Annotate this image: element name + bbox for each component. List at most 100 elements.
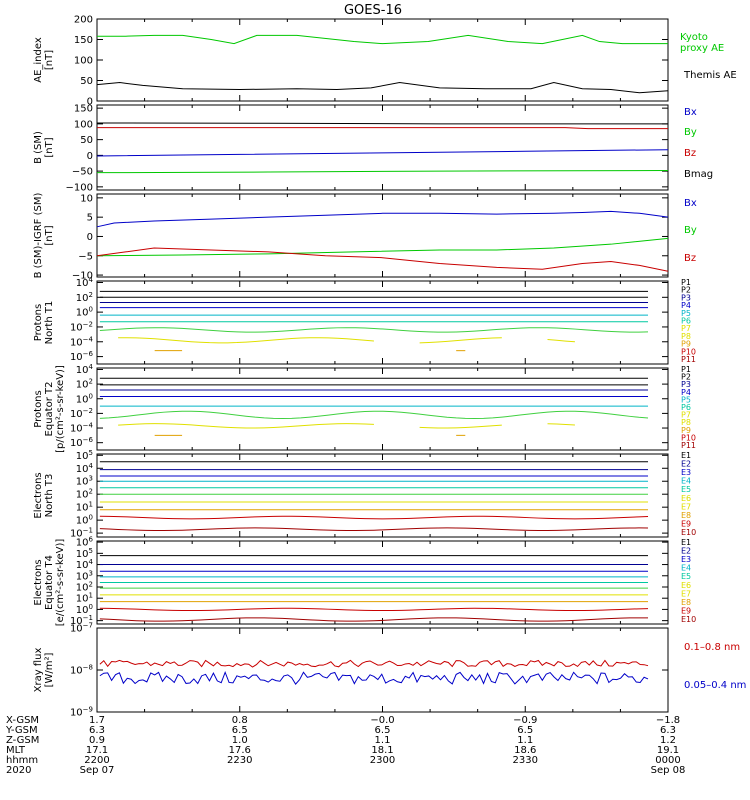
legend-label: P7 <box>681 324 691 333</box>
legend-label: E6 <box>681 494 691 503</box>
ephemeris-value: 2200 <box>84 755 109 766</box>
y-tick-label: 10 <box>80 193 93 204</box>
y-axis-label: Electrons <box>33 559 44 605</box>
y-tick-label: 102 <box>76 488 93 501</box>
ephemeris-value: 19.1 <box>657 745 679 756</box>
ephemeris-value: 6.5 <box>232 725 248 736</box>
ephemeris-value: 1.0 <box>232 735 248 746</box>
legend-label: By <box>684 127 697 138</box>
ephemeris-row-label: Y-GSM <box>5 725 38 736</box>
ephemeris-row-label: X-GSM <box>6 715 39 726</box>
legend-label: E9 <box>681 519 691 528</box>
ephemeris-value: −0.0 <box>370 715 394 726</box>
y-axis-label: Protons <box>33 304 44 341</box>
legend-label: P9 <box>681 340 691 349</box>
y-axis-label: [p/(cm²-s-sr-keV)] <box>55 365 66 453</box>
panel-frame <box>96 453 669 538</box>
ephemeris-value: 17.1 <box>86 745 108 756</box>
y-tick-label: 150 <box>74 35 93 46</box>
ephemeris-value: 6.3 <box>89 725 105 736</box>
legend-label: Bz <box>684 148 696 159</box>
series-line <box>96 210 669 228</box>
legend-label: Bmag <box>684 169 713 180</box>
y-axis-label: [nT] <box>44 225 55 245</box>
y-axis-label: B (SM)-IGRF (SM) <box>33 193 44 279</box>
series-line <box>419 424 502 429</box>
y-tick-label: 102 <box>76 378 93 391</box>
legend-label: P1 <box>681 365 691 374</box>
legend-label: E3 <box>681 555 691 564</box>
y-tick-label: −5 <box>78 251 93 262</box>
y-tick-label: −100 <box>66 182 93 193</box>
panel-frame <box>96 104 669 191</box>
ephemeris-value: 2300 <box>370 755 395 766</box>
series-line <box>99 410 649 420</box>
panel-frame <box>96 627 669 713</box>
legend-label: E1 <box>681 451 691 460</box>
legend-label: P3 <box>681 380 691 389</box>
y-tick-label: 10−4 <box>70 335 94 348</box>
legend-label: P5 <box>681 309 691 318</box>
ephemeris-value: 1.2 <box>660 735 676 746</box>
panel-bdiff: −10 −5 0 5 10 B (SM)-IGRF (SM) [nT] Bx By Bz <box>33 193 697 282</box>
legend-label: P6 <box>681 403 691 412</box>
y-tick-label: 101 <box>76 501 93 514</box>
y-axis-label: [W/m²] <box>44 652 55 687</box>
y-tick-label: 10−7 <box>70 622 93 635</box>
legend-label: E1 <box>681 538 691 547</box>
y-tick-label: 150 <box>74 104 93 115</box>
y-tick-label: −10 <box>72 271 93 282</box>
y-axis-label: Electrons <box>33 472 44 518</box>
y-tick-label: 10−2 <box>70 320 93 333</box>
ephemeris-value: 6.3 <box>660 725 676 736</box>
y-tick-label: 5 <box>87 213 93 224</box>
ephemeris-value: 1.1 <box>375 735 391 746</box>
ephemeris-value: −1.8 <box>656 715 680 726</box>
series-line <box>99 527 649 532</box>
legend-label: E10 <box>681 528 696 537</box>
panel-b: −100 −50 0 50 100 150 B (SM) [nT] Bx By Bz Bmag <box>33 104 713 194</box>
legend-label: P11 <box>681 441 696 450</box>
y-tick-label: 10−2 <box>70 407 93 420</box>
series-line <box>99 515 649 520</box>
panel-frame <box>96 367 669 451</box>
series-line <box>118 423 374 429</box>
legend-label: E2 <box>681 547 691 556</box>
series-line <box>97 34 668 45</box>
legend-label: Bx <box>684 107 697 118</box>
y-tick-label: 0 <box>87 97 93 108</box>
ephemeris-row-label: hhmm <box>6 755 38 766</box>
legend-label: proxy AE <box>680 43 724 54</box>
legend-label: E7 <box>681 502 691 511</box>
legend-label: 0.1–0.8 nm <box>684 642 740 653</box>
legend-label: P8 <box>681 332 691 341</box>
legend-label: P10 <box>681 347 696 356</box>
panel-frame <box>96 280 669 365</box>
ephemeris-value: −0.9 <box>513 715 537 726</box>
legend-label: By <box>684 225 697 236</box>
legend-label: Kyoto <box>680 32 708 43</box>
series-line <box>99 670 649 685</box>
ephemeris-value: 18.1 <box>371 745 393 756</box>
legend-label: P4 <box>681 388 691 397</box>
series-line <box>96 237 669 257</box>
y-axis-label: B (SM) <box>33 131 44 164</box>
y-tick-label: 100 <box>74 119 93 130</box>
legend-label: E6 <box>681 581 691 590</box>
legend-label: Themis AE <box>683 70 737 81</box>
y-tick-label: 104 <box>76 276 94 289</box>
y-tick-label: 105 <box>76 449 93 462</box>
series-line <box>99 617 649 622</box>
series-line <box>118 337 374 344</box>
series-line <box>99 607 649 612</box>
ephemeris-row-label: Z-GSM <box>6 735 39 746</box>
ephemeris-value: 6.5 <box>375 725 391 736</box>
ephemeris-row-label: 2020 <box>6 765 31 776</box>
y-tick-label: 103 <box>76 475 93 488</box>
legend-label: P1 <box>681 278 691 287</box>
y-tick-label: 0 <box>87 151 93 162</box>
ephemeris-value: Sep 07 <box>80 765 115 776</box>
y-tick-label: 102 <box>76 291 93 304</box>
